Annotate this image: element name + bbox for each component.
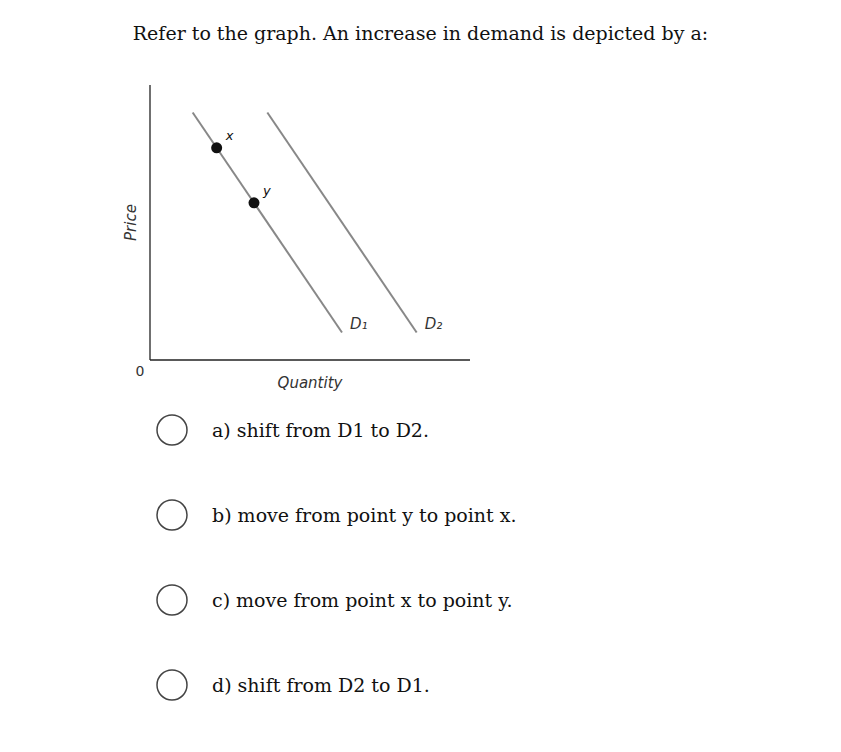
- x-axis: [150, 359, 470, 360]
- radio-button: [157, 585, 187, 615]
- demand-line: [267, 113, 416, 333]
- line-label: D₂: [425, 315, 443, 333]
- plot-marks: [193, 113, 417, 333]
- mark-labels: D₁ D₂ x y: [225, 128, 443, 333]
- origin-label: 0: [136, 363, 145, 379]
- point: [211, 142, 222, 153]
- radio-button: [157, 670, 187, 700]
- radio-button: [157, 500, 187, 530]
- y-axis: [149, 85, 150, 360]
- radio-button: [157, 415, 187, 445]
- x-axis-label: Quantity: [278, 374, 344, 392]
- point: [249, 197, 260, 208]
- chart: Refer to the graph. An increase in deman…: [0, 0, 841, 752]
- line-label: D₁: [350, 315, 368, 333]
- answer-option: a) shift from D1 to D2.: [212, 419, 429, 441]
- answer-option: c) move from point x to point y.: [212, 589, 512, 611]
- title: Refer to the graph. An increase in deman…: [133, 22, 708, 44]
- background: [0, 0, 841, 752]
- answer-option: b) move from point y to point x.: [212, 504, 517, 526]
- point-label: y: [262, 183, 271, 198]
- answer-option: d) shift from D2 to D1.: [212, 674, 430, 696]
- y-axis-label: Price: [122, 204, 140, 241]
- point-label: x: [225, 128, 234, 143]
- demand-line: [193, 113, 342, 333]
